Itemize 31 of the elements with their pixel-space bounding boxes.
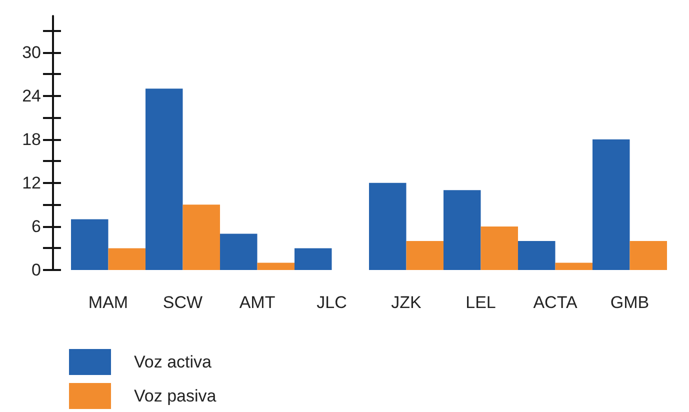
x-tick-label: ACTA [533, 293, 578, 312]
y-tick-label: 30 [22, 42, 41, 62]
x-tick-label: GMB [610, 293, 650, 312]
bar [369, 182, 406, 270]
x-tick-label: SCW [162, 293, 203, 312]
y-tick-label: 18 [22, 130, 41, 149]
y-tick-label: 12 [22, 173, 41, 192]
bar [294, 248, 332, 270]
bar [257, 262, 294, 270]
x-tick-label: MAM [88, 293, 128, 312]
bar [518, 240, 556, 270]
bar [146, 88, 183, 270]
bar [182, 204, 220, 270]
bar [406, 240, 444, 270]
bar [108, 248, 146, 270]
x-tick-label: LEL [466, 293, 496, 312]
bar [630, 240, 667, 270]
legend-label: Voz pasiva [134, 386, 217, 406]
bar [220, 234, 258, 270]
y-tick-label: 6 [32, 216, 41, 236]
bar [480, 226, 518, 270]
y-tick-label: 24 [22, 86, 41, 106]
x-tick-label: JLC [316, 293, 347, 312]
y-tick-label: 0 [32, 260, 41, 280]
x-tick-label: JZK [391, 293, 422, 312]
bar [444, 190, 481, 270]
bar [592, 139, 630, 270]
legend-label: Voz activa [134, 352, 212, 372]
x-tick-label: AMT [239, 293, 276, 312]
bar [71, 219, 108, 270]
bar [555, 262, 592, 270]
